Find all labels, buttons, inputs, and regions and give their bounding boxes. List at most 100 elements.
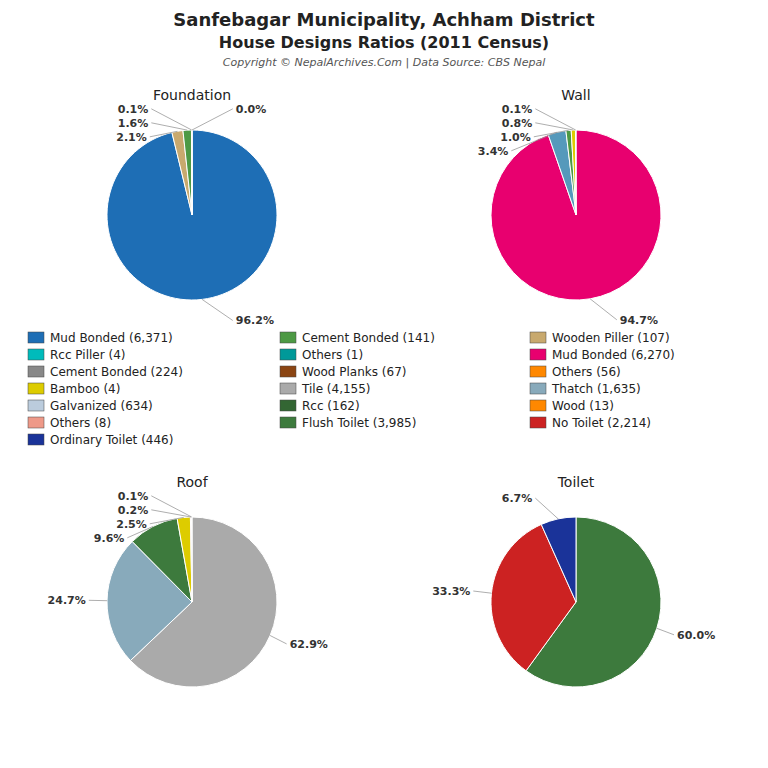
pie-title: Roof [176,474,208,490]
legend-label: Ordinary Toilet (446) [50,433,173,447]
legend-label: Cement Bonded (141) [302,331,435,345]
leader-line [535,498,558,519]
data-label: 33.3% [432,585,470,598]
legend-swatch [28,417,44,428]
legend-swatch [28,366,44,377]
leader-line [657,628,674,635]
leader-line [590,299,617,320]
pie-slice [177,517,192,602]
data-label: 0.8% [502,117,533,130]
legend-label: Mud Bonded (6,371) [50,331,173,345]
data-label: 0.1% [502,103,533,116]
chart-root: Sanfebagar Municipality, Achham District… [0,0,768,768]
legend-label: No Toilet (2,214) [552,416,651,430]
leader-line [192,109,233,130]
background [0,0,768,768]
data-label: 6.7% [502,492,533,505]
data-label: 94.7% [620,314,658,327]
data-label: 3.4% [478,145,509,158]
pie-slice [190,517,192,602]
legend-swatch [28,400,44,411]
legend-swatch [530,366,546,377]
data-label: 24.7% [48,594,86,607]
pie-slice [575,130,577,215]
data-label: 2.1% [116,131,147,144]
leader-line [89,600,107,601]
legend-label: Mud Bonded (6,270) [552,348,675,362]
legend-label: Wooden Piller (107) [552,331,670,345]
data-label: 1.0% [500,131,531,144]
legend-swatch [28,349,44,360]
pie-slice [107,130,277,300]
leader-line [150,517,184,523]
legend: Mud Bonded (6,371) Rcc Piller (4) Cement B… [28,331,675,447]
leader-line [151,510,191,517]
data-label: 0.1% [118,103,149,116]
legend-label: Wood (13) [552,399,614,413]
pie-title: Toilet [557,474,595,490]
leader-line [151,109,191,130]
data-label: 2.5% [116,518,147,531]
legend-label: Bamboo (4) [50,382,120,396]
pie-slice [191,130,193,215]
pie: Wall 94.7% 0.1%0.8%1.0%3.4% [478,87,661,327]
data-label: 60.0% [677,629,715,642]
legend-label: Others (8) [50,416,111,430]
pie-slice [191,517,193,602]
leader-line [151,496,191,517]
legend-label: Rcc Piller (4) [50,348,125,362]
pie-slice [541,517,576,602]
data-label: 0.0% [236,103,267,116]
leader-line [534,130,569,137]
legend-label: Rcc (162) [302,399,360,413]
legend-swatch [280,383,296,394]
leader-line [127,527,153,538]
legend-swatch [530,417,546,428]
leader-line [150,131,178,137]
legend-label: Galvanized (634) [50,399,153,413]
legend-swatch [28,332,44,343]
leader-line [473,591,491,593]
legend-label: Wood Planks (67) [302,365,406,379]
data-label: 9.6% [94,532,125,545]
pie-slice [172,130,192,215]
subtitle: House Designs Ratios (2011 Census) [219,33,549,52]
legend-swatch [280,366,296,377]
legend-swatch [530,349,546,360]
annotation: Copyright © NepalArchives.Com | Data Sou… [223,56,545,69]
legend-swatch [280,400,296,411]
pie-slice [571,130,576,215]
pie-title: Foundation [153,87,231,103]
legend-swatch [530,332,546,343]
legend-label: Others (56) [552,365,621,379]
data-label: 1.6% [118,117,149,130]
pie: Roof62.9%0.1%0.2%2.5%9.6%24.7% [48,474,328,687]
legend-swatch [28,383,44,394]
leader-line [270,636,287,644]
pie-slice [548,131,576,215]
legend-swatch [530,383,546,394]
data-label: 0.2% [118,504,149,517]
leader-line [202,299,233,320]
legend-swatch [28,434,44,445]
data-label: 96.2% [236,314,274,327]
title: Sanfebagar Municipality, Achham District [173,9,595,30]
pie-slice [566,130,576,215]
pie: Toilet 60.0% 6.7% 33.3% [432,474,715,687]
legend-label: Others (1) [302,348,363,362]
pie: Foundation 0.0% 96.2% 0.1%1.6%2.1% [107,87,277,327]
legend-swatch [280,417,296,428]
legend-label: Thatch (1,635) [551,382,641,396]
legend-swatch [530,400,546,411]
legend-swatch [280,349,296,360]
data-label: 62.9% [290,638,328,651]
legend-label: Flush Toilet (3,985) [302,416,416,430]
pie-slice [192,130,193,215]
legend-label: Tile (4,155) [301,382,371,396]
pie-title: Wall [561,87,590,103]
pie-slice [183,130,192,215]
leader-line [535,123,573,130]
legend-swatch [280,332,296,343]
pie-slice [491,130,661,300]
leader-line [511,132,557,151]
